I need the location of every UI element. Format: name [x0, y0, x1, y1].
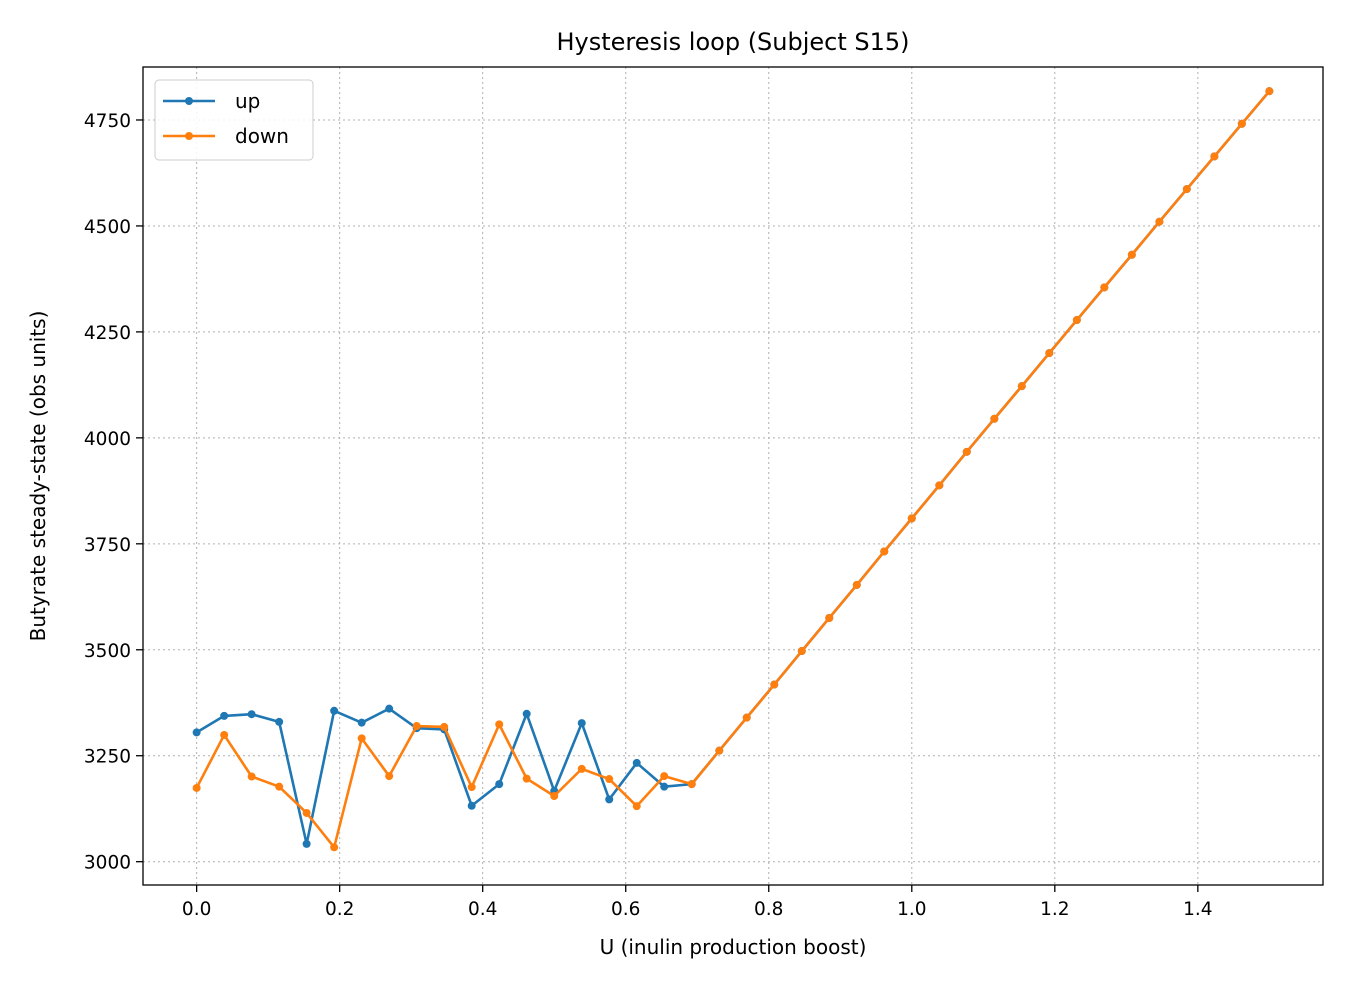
y-tick-label: 4000 [84, 429, 131, 450]
x-tick-label: 1.0 [897, 899, 926, 920]
data-point-down [440, 722, 449, 731]
data-point-down [275, 782, 284, 791]
plot-frame [142, 66, 1324, 886]
data-point-down [302, 808, 311, 817]
data-point-up [247, 710, 256, 719]
data-point-down [605, 775, 614, 784]
data-point-down [742, 713, 751, 722]
data-point-up [495, 780, 504, 789]
grid [143, 67, 1323, 885]
data-point-up [385, 704, 394, 713]
series-line-down [195, 90, 1271, 849]
data-point-down [550, 791, 559, 800]
data-point-down [522, 774, 531, 783]
data-point-down [220, 730, 229, 739]
data-point-down [577, 764, 586, 773]
y-tick-label: 3500 [84, 641, 131, 662]
data-point-up [467, 801, 476, 810]
y-tick-label: 3750 [84, 535, 131, 556]
data-point-up [522, 709, 531, 718]
data-point-down [1265, 87, 1274, 96]
x-tick-label: 1.4 [1183, 899, 1212, 920]
data-point-down [412, 722, 421, 731]
data-point-down [715, 746, 724, 755]
data-point-down [495, 720, 504, 729]
data-point-up [577, 719, 586, 728]
chart-title: Hysteresis loop (Subject S15) [556, 28, 909, 56]
y-tick-label: 3250 [84, 747, 131, 768]
data-point-up [220, 711, 229, 720]
x-tick-label: 0.8 [754, 899, 783, 920]
data-point-down [467, 783, 476, 792]
legend-box [154, 79, 314, 161]
data-point-down [935, 481, 944, 490]
x-tick-label: 0.2 [325, 899, 354, 920]
data-point-down [880, 547, 889, 556]
data-point-up [632, 758, 641, 767]
data-point-down [1210, 152, 1219, 161]
data-point-up [330, 706, 339, 715]
series-layer [192, 87, 1274, 852]
data-point-down [385, 772, 394, 781]
y-axis-label: Butyrate steady-state (obs units) [26, 311, 50, 642]
data-point-down [797, 647, 806, 656]
legend-label-up: up [235, 89, 260, 113]
x-axis-label: U (inulin production boost) [600, 935, 867, 959]
data-point-up [605, 795, 614, 804]
data-point-down [687, 780, 696, 789]
y-tick-label: 4500 [84, 217, 131, 238]
legend-marker-up [185, 97, 193, 105]
data-point-down [330, 843, 339, 852]
x-tick-label: 0.6 [611, 899, 640, 920]
y-axis-ticks: 3000 3250 3500 3750 4000 4250 4500 4750 [84, 111, 143, 874]
data-point-down [770, 680, 779, 689]
y-tick-label: 3000 [84, 853, 131, 874]
x-tick-label: 0.0 [182, 899, 211, 920]
legend-label-down: down [235, 124, 289, 148]
y-tick-label: 4250 [84, 323, 131, 344]
data-point-down [192, 783, 201, 792]
data-point-down [1100, 283, 1109, 292]
legend-marker-down [185, 132, 193, 140]
data-point-up [302, 839, 311, 848]
data-point-down [852, 580, 861, 589]
x-axis-ticks: 0.0 0.2 0.4 0.6 0.8 1.0 1.2 1.4 [182, 885, 1213, 920]
data-point-down [825, 613, 834, 622]
data-point-up [275, 717, 284, 726]
data-point-down [1127, 250, 1136, 259]
data-point-down [1017, 382, 1026, 391]
data-point-up [192, 728, 201, 737]
data-point-down [357, 734, 366, 743]
data-point-down [1155, 217, 1164, 226]
y-tick-label: 4750 [84, 111, 131, 132]
data-point-down [962, 447, 971, 456]
data-point-down [247, 772, 256, 781]
data-point-down [660, 772, 669, 781]
data-point-up [660, 782, 669, 791]
series-down [192, 87, 1274, 852]
data-point-down [907, 514, 916, 523]
data-point-down [1045, 349, 1054, 358]
legend-entry-up: up [163, 89, 260, 113]
legend-entry-down: down [163, 124, 289, 148]
data-point-down [1237, 119, 1246, 128]
x-tick-label: 1.2 [1040, 899, 1069, 920]
data-point-up [357, 718, 366, 727]
x-tick-label: 0.4 [468, 899, 497, 920]
legend: up down [154, 79, 314, 161]
data-point-down [1182, 185, 1191, 194]
data-point-down [990, 414, 999, 423]
data-point-down [1072, 316, 1081, 325]
data-point-down [632, 802, 641, 811]
